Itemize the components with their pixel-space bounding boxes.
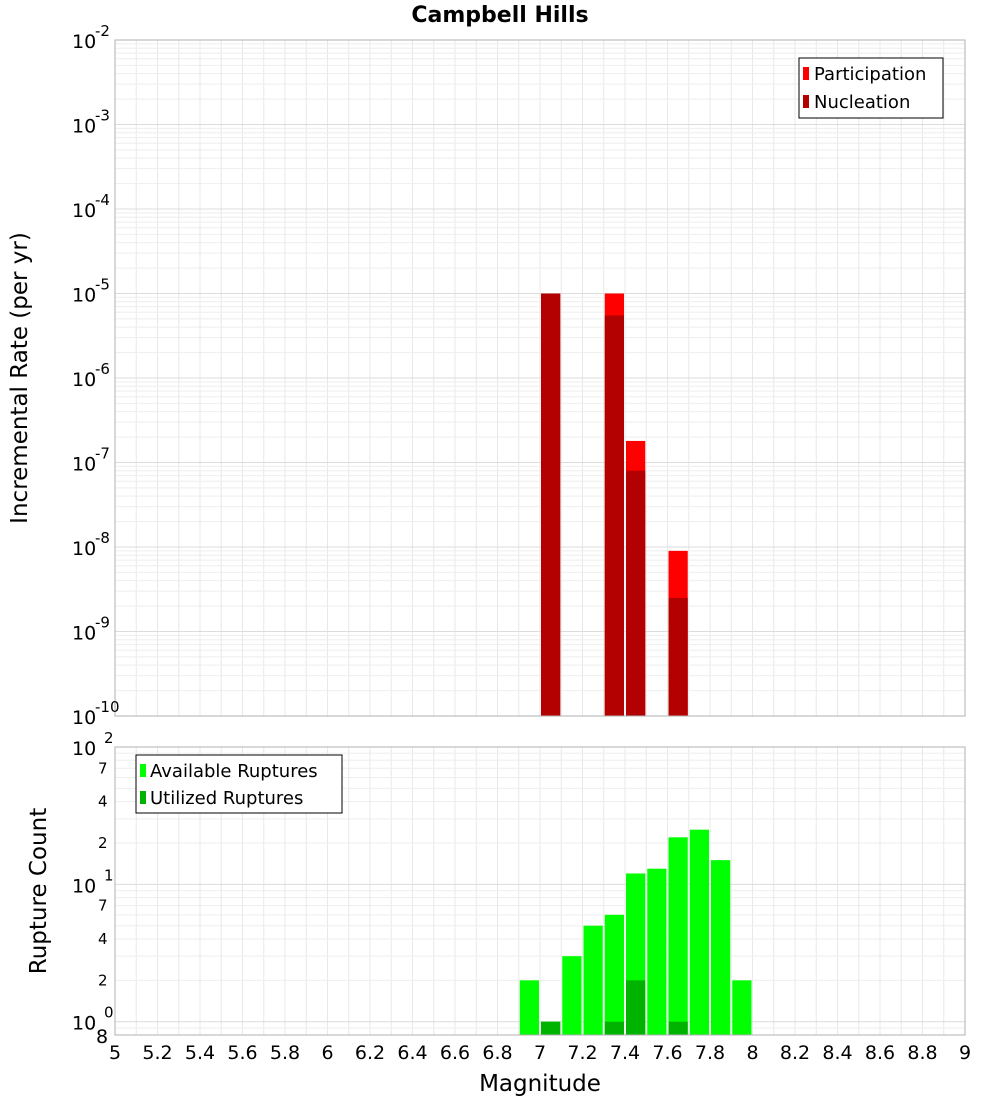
x-tick-label: 6.8	[482, 1042, 512, 1064]
rate-y-tick-exponent: -6	[95, 360, 110, 378]
utilized-ruptures-bar	[604, 1021, 624, 1035]
available-ruptures-bar	[583, 925, 603, 1035]
x-tick-label: 5.6	[227, 1042, 257, 1064]
legend-label-participation: Participation	[814, 64, 926, 85]
available-ruptures-bar	[711, 860, 731, 1035]
rate-y-axis-label: Incremental Rate (per yr)	[7, 232, 33, 524]
nucleation-bar	[626, 470, 646, 716]
count-y-tick-label: 10	[72, 738, 96, 760]
x-ticks: 5 5.2 5.4 5.6 5.8 6 6.2 6.4 6.6 6.8 7 7.2 7.4 7.6 7.8 8…	[109, 1042, 971, 1064]
rate-y-tick-exponent: -3	[95, 107, 110, 125]
rate-y-tick-label: 10	[72, 538, 96, 560]
count-y-tick-exponent: 1	[104, 866, 114, 884]
x-tick-label: 8.8	[907, 1042, 937, 1064]
utilized-ruptures-bar	[541, 1021, 561, 1035]
count-legend: Available Ruptures Utilized Ruptures	[135, 754, 343, 814]
nucleation-bar	[668, 597, 688, 716]
count-y-tick-label: 10	[72, 1013, 96, 1035]
x-tick-label: 5.2	[142, 1042, 172, 1064]
rate-grid	[114, 40, 966, 717]
rate-y-tick-exponent: -10	[95, 698, 120, 716]
rate-y-tick-exponent: -9	[95, 614, 110, 632]
x-tick-label: 7.8	[695, 1042, 725, 1064]
count-y-tick-label: 4	[98, 930, 108, 948]
count-y-tick-label: 7	[98, 897, 108, 915]
chart-title: Campbell Hills	[411, 3, 588, 28]
rate-y-tick-exponent: -7	[95, 445, 110, 463]
utilized-ruptures-bar	[626, 980, 646, 1035]
x-tick-label: 5.8	[270, 1042, 300, 1064]
rate-y-ticks: 10-210-310-410-510-610-710-810-910-10	[72, 22, 120, 729]
x-tick-label: 6	[321, 1042, 333, 1064]
rate-y-tick-label: 10	[72, 369, 96, 391]
legend-swatch-participation	[803, 67, 809, 80]
count-y-tick-label: 7	[98, 759, 108, 777]
count-y-tick-exponent: 0	[104, 1004, 114, 1022]
x-tick-label: 8.2	[780, 1042, 810, 1064]
x-tick-label: 7.2	[567, 1042, 597, 1064]
x-tick-label: 6.2	[355, 1042, 385, 1064]
available-ruptures-bar	[732, 980, 752, 1035]
legend-swatch-nucleation	[803, 95, 809, 108]
x-tick-label: 5.4	[185, 1042, 215, 1064]
x-tick-label: 8.6	[865, 1042, 895, 1064]
count-y-tick-label: 2	[98, 834, 108, 852]
count-y-axis-label: Rupture Count	[26, 808, 52, 974]
x-tick-label: 7	[534, 1042, 546, 1064]
count-bars	[519, 829, 752, 1035]
rate-y-tick-label: 10	[72, 285, 96, 307]
x-axis-label: Magnitude	[479, 1071, 601, 1097]
available-ruptures-bar	[647, 868, 667, 1035]
rate-y-tick-exponent: -2	[95, 22, 110, 40]
available-ruptures-bar	[562, 956, 582, 1035]
nucleation-bar	[604, 315, 624, 716]
available-ruptures-bar	[668, 837, 688, 1035]
rate-y-tick-exponent: -8	[95, 529, 110, 547]
legend-swatch-available	[140, 764, 146, 777]
count-y-tick-label: 8	[96, 1026, 108, 1048]
x-tick-label: 8	[746, 1042, 758, 1064]
rate-bars	[541, 293, 688, 716]
available-ruptures-bar	[689, 829, 709, 1035]
legend-swatch-utilized	[140, 791, 146, 804]
x-tick-label: 6.4	[397, 1042, 427, 1064]
count-panel: 10 2 7 4 2 10 1 7 4 2 10 0 8 5 5.2 5.4 5.6 5.8 6 6.2 6.4 6.6…	[26, 729, 971, 1097]
rate-y-tick-label: 10	[72, 623, 96, 645]
nucleation-bar	[541, 293, 561, 716]
count-y-tick-exponent: 2	[104, 729, 114, 747]
utilized-ruptures-bar	[668, 1021, 688, 1035]
available-ruptures-bar	[604, 914, 624, 1035]
count-y-tick-label: 4	[98, 793, 108, 811]
count-y-tick-label: 2	[98, 971, 108, 989]
legend-label-nucleation: Nucleation	[814, 92, 910, 113]
rate-y-tick-label: 10	[72, 31, 96, 53]
rate-y-tick-label: 10	[72, 200, 96, 222]
x-tick-label: 9	[959, 1042, 971, 1064]
count-y-ticks: 10 2 7 4 2 10 1 7 4 2 10 0 8	[72, 729, 114, 1048]
x-tick-label: 6.6	[440, 1042, 470, 1064]
x-tick-label: 5	[109, 1042, 121, 1064]
rate-panel: 10-210-310-410-510-610-710-810-910-10 Ca…	[7, 3, 966, 729]
rate-y-tick-exponent: -4	[95, 191, 110, 209]
rate-legend: Participation Nucleation	[798, 57, 944, 119]
rate-y-tick-label: 10	[72, 116, 96, 138]
count-y-tick-label: 10	[72, 875, 96, 897]
rate-y-tick-label: 10	[72, 707, 96, 729]
x-tick-label: 7.6	[652, 1042, 682, 1064]
rate-y-tick-label: 10	[72, 454, 96, 476]
available-ruptures-bar	[519, 980, 539, 1035]
rate-y-tick-exponent: -5	[95, 276, 110, 294]
x-tick-label: 8.4	[822, 1042, 852, 1064]
legend-label-utilized: Utilized Ruptures	[150, 788, 303, 809]
count-grid	[114, 747, 966, 1036]
x-tick-label: 7.4	[610, 1042, 640, 1064]
legend-label-available: Available Ruptures	[150, 761, 318, 782]
